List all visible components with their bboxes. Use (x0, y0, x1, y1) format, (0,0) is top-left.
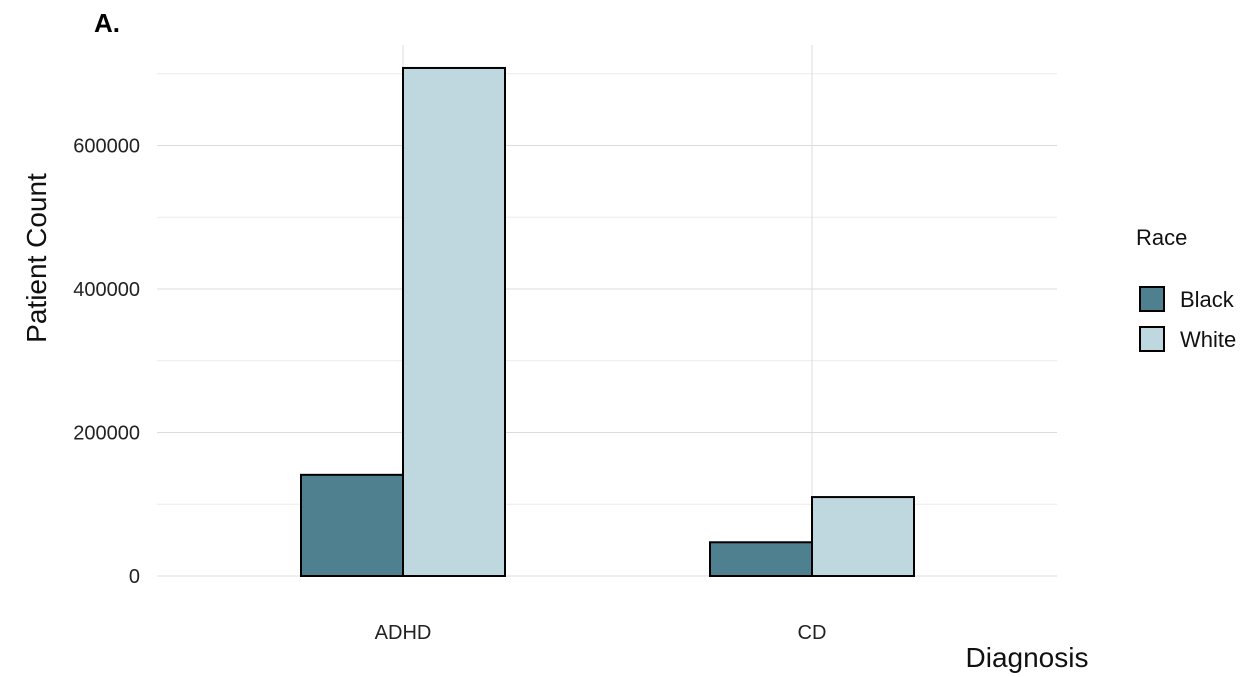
x-axis-title: Diagnosis (966, 642, 1089, 673)
x-axis-ticks: ADHD CD (375, 622, 827, 644)
y-tick-label: 0 (129, 566, 140, 588)
bar-cd-black (709, 541, 813, 578)
legend-swatch-black (1139, 286, 1165, 312)
y-axis-title: Patient Count (21, 173, 52, 343)
legend-label-white: White (1180, 327, 1236, 352)
x-tick-label: ADHD (375, 622, 432, 644)
y-axis-ticks: 0 200000 400000 600000 (73, 135, 140, 588)
bar-adhd-white (402, 66, 506, 578)
panel-label: A. (94, 8, 120, 38)
y-tick-label: 600000 (73, 135, 140, 157)
bars (300, 66, 915, 578)
legend: Race Black White (1136, 225, 1236, 352)
y-tick-label: 200000 (73, 422, 140, 444)
x-tick-label: CD (798, 622, 827, 644)
bar-cd-white (811, 496, 915, 577)
legend-swatch-white (1139, 326, 1165, 352)
legend-label-black: Black (1180, 287, 1235, 312)
bar-adhd-black (300, 473, 404, 577)
legend-title: Race (1136, 225, 1187, 250)
y-tick-label: 400000 (73, 279, 140, 301)
grid-lines (157, 45, 1057, 577)
